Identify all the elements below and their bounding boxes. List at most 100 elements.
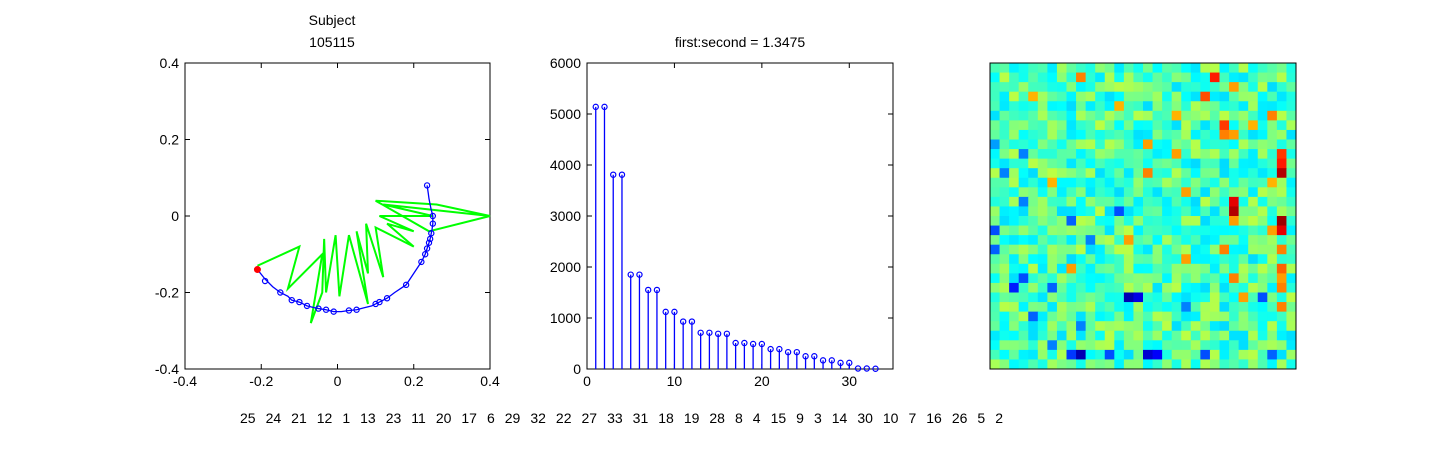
- heatmap-cell: [1257, 101, 1268, 112]
- heatmap-cell: [1181, 91, 1192, 102]
- heatmap-cell: [1066, 216, 1077, 227]
- heatmap-cell: [1047, 63, 1058, 74]
- heatmap-cell: [1267, 321, 1278, 332]
- heatmap-cell: [1200, 244, 1211, 255]
- heatmap-cell: [1018, 225, 1029, 236]
- heatmap-cell: [1104, 282, 1115, 293]
- heatmap-cell: [1200, 282, 1211, 293]
- order-number: 16: [926, 410, 942, 426]
- heatmap-cell: [1056, 149, 1067, 160]
- heatmap-cell: [1028, 110, 1039, 121]
- heatmap-cell: [1257, 235, 1268, 246]
- heatmap-cell: [1095, 120, 1106, 131]
- heatmap-cell: [1123, 302, 1134, 313]
- y-tick-label: 0: [171, 208, 179, 224]
- heatmap-cell: [1076, 196, 1087, 207]
- heatmap-cell: [1037, 120, 1048, 131]
- heatmap-cell: [1152, 110, 1163, 121]
- heatmap-cell: [1066, 149, 1077, 160]
- heatmap-cell: [1056, 91, 1067, 102]
- heatmap-cell: [1181, 177, 1192, 188]
- heatmap-cell: [1200, 120, 1211, 131]
- heatmap-cell: [1162, 196, 1173, 207]
- order-number: 15: [770, 410, 787, 426]
- heatmap-cell: [1238, 139, 1249, 150]
- order-number: 9: [796, 410, 804, 426]
- heatmap-cell: [1257, 321, 1268, 332]
- heatmap-cell: [1095, 206, 1106, 217]
- heatmap-cell: [1190, 244, 1201, 255]
- heatmap-cell: [999, 292, 1010, 303]
- heatmap-cell: [1152, 149, 1163, 160]
- heatmap-cell: [1190, 216, 1201, 227]
- heatmap-cell: [1133, 302, 1144, 313]
- y-tick-label: -0.4: [155, 361, 179, 377]
- heatmap-cell: [1267, 177, 1278, 188]
- heatmap-cell: [1229, 330, 1240, 341]
- heatmap-cell: [1162, 139, 1173, 150]
- heatmap-cell: [1209, 168, 1220, 179]
- panel1-data: [253, 182, 491, 324]
- heatmap-cell: [1152, 91, 1163, 102]
- heatmap-cell: [1200, 139, 1211, 150]
- heatmap-cell: [1209, 235, 1220, 246]
- heatmap-cell: [1229, 82, 1240, 93]
- heatmap-cell: [1047, 101, 1058, 112]
- heatmap-cell: [1133, 263, 1144, 274]
- heatmap-cell: [1076, 282, 1087, 293]
- heatmap-cell: [1162, 263, 1173, 274]
- correlation-heatmap-panel: [989, 62, 1297, 370]
- heatmap-cell: [1133, 72, 1144, 83]
- heatmap-cell: [1066, 196, 1077, 207]
- heatmap-cell: [1076, 168, 1087, 179]
- heatmap-cell: [1171, 139, 1182, 150]
- heatmap-cell: [1171, 330, 1182, 341]
- heatmap-cell: [1095, 282, 1106, 293]
- heatmap-cell: [1267, 349, 1278, 360]
- stem-marker: [732, 339, 739, 347]
- heatmap-cell: [1200, 158, 1211, 169]
- order-number: 13: [360, 410, 376, 426]
- heatmap-cell: [1200, 110, 1211, 121]
- heatmap-cell: [1028, 91, 1039, 102]
- heatmap-cell: [1209, 216, 1220, 227]
- heatmap-cell: [1047, 292, 1058, 303]
- heatmap-cell: [1104, 311, 1115, 322]
- trajectory-point: [418, 258, 425, 266]
- start-point: [253, 266, 261, 274]
- heatmap-cell: [1248, 139, 1259, 150]
- heatmap-cell: [1209, 282, 1220, 293]
- heatmap-cell: [1162, 273, 1173, 284]
- heatmap-cell: [1267, 330, 1278, 341]
- heatmap-cell: [1066, 292, 1077, 303]
- heatmap-cell: [1104, 302, 1115, 313]
- heatmap-cell: [1009, 263, 1020, 274]
- heatmap-cell: [1085, 349, 1096, 360]
- heatmap-cell: [1257, 72, 1268, 83]
- heatmap-cell: [1171, 168, 1182, 179]
- heatmap-cell: [1219, 302, 1230, 313]
- heatmap-cell: [990, 168, 1001, 179]
- heatmap-cell: [1152, 244, 1163, 255]
- heatmap-cell: [1018, 168, 1029, 179]
- heatmap-cell: [1219, 82, 1230, 93]
- heatmap-cell: [1123, 321, 1134, 332]
- trajectory-point: [322, 306, 330, 313]
- heatmap-cell: [1181, 282, 1192, 293]
- heatmap-cell: [1018, 244, 1029, 255]
- heatmap-cell: [1286, 158, 1297, 169]
- heatmap-cell: [1009, 235, 1020, 246]
- heatmap-cell: [1276, 235, 1287, 246]
- heatmap-cell: [1047, 196, 1058, 207]
- trajectory-point: [425, 239, 433, 246]
- heatmap-cell: [1028, 273, 1039, 284]
- heatmap-cell: [1009, 340, 1020, 351]
- heatmap-cell: [1056, 282, 1067, 293]
- heatmap-cell: [1152, 120, 1163, 131]
- heatmap-cell: [990, 196, 1001, 207]
- heatmap-cell: [1095, 91, 1106, 102]
- order-number: 2: [995, 410, 1004, 426]
- heatmap-cell: [1200, 72, 1211, 83]
- heatmap-cell: [1047, 302, 1058, 313]
- heatmap-cell: [1018, 321, 1029, 332]
